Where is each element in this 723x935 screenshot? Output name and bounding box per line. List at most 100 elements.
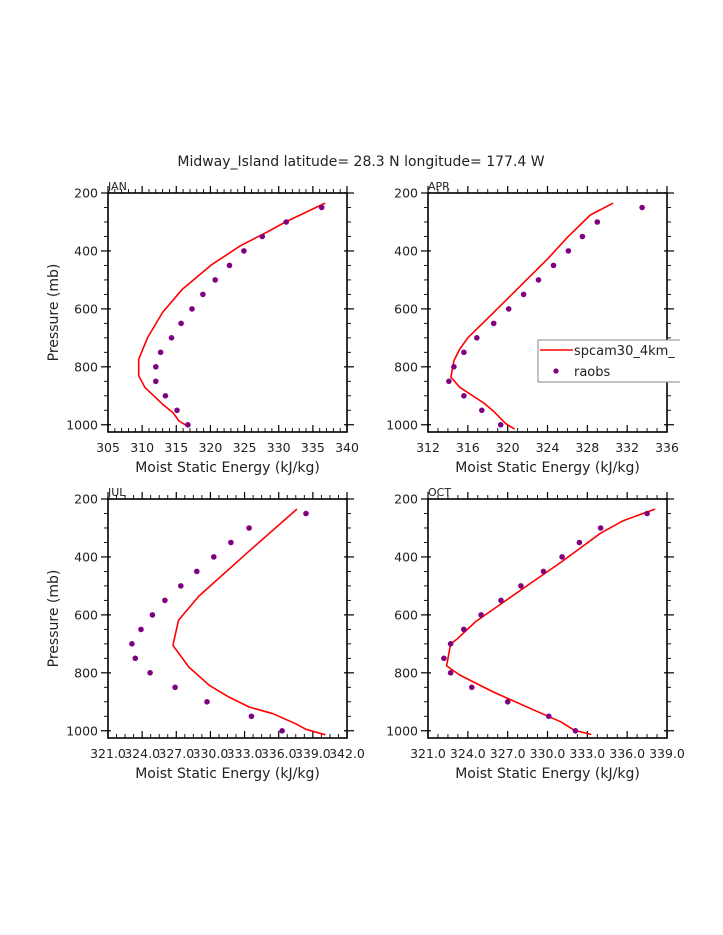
obs-point [178, 320, 184, 327]
y-tick-label: 400 [74, 243, 98, 258]
panel-oct: OCT 321.0 324.0 327.0 330.0 333.0 336.0 339.0 20… [386, 486, 685, 782]
obs-point [461, 349, 467, 356]
y-tick-label: 1000 [66, 723, 98, 738]
obs-point [594, 219, 601, 225]
y-tick-label: 1000 [66, 417, 98, 432]
obs-point [259, 233, 266, 240]
obs-point [162, 597, 168, 604]
obs-point [132, 655, 139, 662]
x-tick-label: 328 [575, 440, 599, 455]
panel-jan: JAN 305 310 315 320 325 330 335 340 200 400 600 800 1… [46, 180, 359, 476]
obs-markers [446, 204, 645, 428]
x-axis-label: Moist Static Energy (kJ/kg) [135, 460, 320, 476]
x-tick-label: 336 [655, 440, 679, 455]
y-tick-label: 800 [394, 359, 418, 374]
x-tick-label: 321.0 [90, 746, 126, 761]
x-tick-label: 327.0 [490, 746, 526, 761]
x-axis-label: Moist Static Energy (kJ/kg) [455, 766, 640, 782]
x-tick-label: 324 [536, 440, 560, 455]
x-axis-label: Moist Static Energy (kJ/kg) [135, 766, 320, 782]
legend: spcam30_4km_ raobs [537, 339, 680, 383]
obs-point [559, 554, 565, 560]
obs-point [178, 583, 184, 589]
obs-point [572, 728, 579, 734]
obs-point [241, 248, 247, 254]
obs-point [550, 262, 557, 269]
obs-point [138, 626, 144, 633]
x-tick-label: 325 [233, 440, 257, 455]
panel-label: APR [428, 180, 450, 193]
obs-point [129, 641, 135, 647]
obs-point [474, 335, 480, 341]
y-tick-label: 800 [74, 359, 98, 374]
y-tick-label: 600 [394, 301, 418, 316]
x-tick-label: 310 [130, 440, 154, 455]
x-tick-label: 339.0 [649, 746, 685, 761]
y-tick-label: 200 [394, 492, 418, 507]
x-tick-label: 330 [267, 440, 291, 455]
x-tick-label: 335 [301, 440, 325, 455]
obs-point [446, 378, 452, 385]
obs-point [204, 699, 210, 705]
x-tick-label: 321.0 [410, 746, 446, 761]
obs-point [497, 422, 504, 428]
x-tick-label: 340 [335, 440, 359, 455]
x-tick-label: 312 [416, 440, 440, 455]
obs-point [211, 554, 217, 560]
obs-point [172, 684, 178, 691]
obs-markers [129, 510, 309, 734]
obs-point [520, 291, 527, 298]
obs-point [441, 655, 447, 662]
x-tick-label: 330.0 [530, 746, 566, 761]
model-line-spcam30_4km [172, 508, 326, 736]
legend-box [537, 339, 680, 383]
obs-point [518, 583, 524, 589]
obs-point [174, 407, 180, 414]
obs-point [579, 233, 586, 240]
obs-point [451, 364, 457, 370]
obs-point [490, 320, 497, 327]
x-tick-label: 324.0 [450, 746, 486, 761]
x-tick-label: 339.0 [295, 746, 331, 761]
panel-label: JUL [107, 486, 126, 499]
y-tick-label: 200 [74, 186, 98, 201]
panel-apr: APR 312 316 320 324 328 332 336 200 400 600 800 1000… [386, 180, 679, 476]
y-tick-label: 400 [394, 243, 418, 258]
obs-point [461, 393, 467, 399]
obs-point [546, 713, 552, 720]
x-tick-label: 305 [96, 440, 120, 455]
obs-point [504, 699, 511, 705]
y-axis-label: Pressure (mb) [46, 570, 62, 668]
obs-point [168, 335, 175, 341]
x-tick-label: 336.0 [261, 746, 297, 761]
obs-point [505, 306, 512, 312]
obs-point [153, 364, 159, 370]
x-tick-label: 320 [496, 440, 520, 455]
y-tick-label: 600 [74, 301, 98, 316]
y-tick-label: 200 [74, 492, 98, 507]
obs-point [461, 626, 467, 633]
x-tick-label: 342.0 [329, 746, 365, 761]
y-axis-label: Pressure (mb) [46, 264, 62, 362]
x-tick-label: 332 [615, 440, 639, 455]
obs-point [194, 568, 200, 575]
panel-label: OCT [428, 486, 451, 499]
obs-point [147, 670, 153, 676]
legend-label-model: spcam30_4km_ [574, 344, 675, 359]
obs-markers [441, 510, 650, 734]
panel-jul: JUL 321.0324.0327.0330.0333.0336.0339.034… [46, 486, 365, 782]
obs-point [189, 306, 195, 312]
panel-label: JAN [107, 180, 127, 193]
obs-point [248, 713, 255, 720]
obs-point [576, 539, 583, 546]
panels: JAN 305 310 315 320 325 330 335 340 200 400 600 800 1… [46, 180, 685, 782]
obs-point [212, 277, 218, 283]
x-tick-label: 320 [198, 440, 222, 455]
obs-point [498, 597, 504, 604]
obs-point [597, 525, 604, 531]
obs-point [565, 248, 572, 254]
legend-marker-swatch [553, 368, 559, 374]
y-tick-label: 400 [394, 549, 418, 564]
